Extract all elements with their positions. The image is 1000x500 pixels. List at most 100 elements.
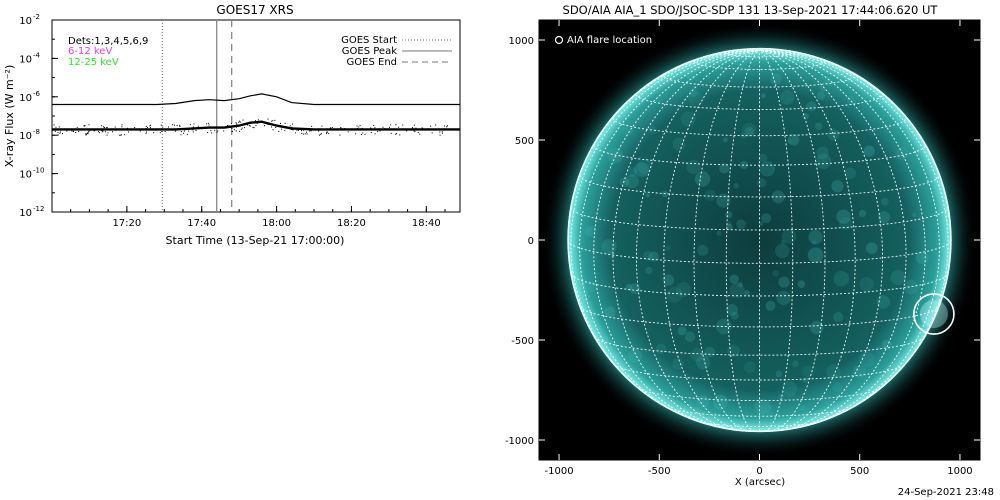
- goes-xlabel: Start Time (13-Sep-21 17:00:00): [166, 234, 345, 247]
- flare-glow: [919, 299, 948, 329]
- solar-texture-blob: [815, 153, 832, 170]
- goes-noise-point: [399, 134, 401, 136]
- goes-noise-point: [211, 132, 213, 134]
- goes-noise-point: [253, 127, 255, 129]
- goes-noise-point: [175, 130, 177, 132]
- solar-texture-blob: [624, 174, 639, 189]
- goes-noise-point: [374, 127, 376, 129]
- solar-texture-blob: [648, 126, 658, 135]
- goes-noise-point: [134, 127, 136, 129]
- goes-noise-point: [88, 131, 90, 133]
- solar-texture-blob: [725, 211, 733, 219]
- goes-noise-point: [402, 124, 404, 126]
- goes-noise-point: [435, 124, 437, 126]
- solar-texture-blob: [760, 93, 766, 99]
- solar-texture-blob: [858, 209, 867, 218]
- goes-noise-point: [127, 127, 129, 129]
- aia-image-chart: SDO/AIA AIA_1 SDO/JSOC-SDP 131 13-Sep-20…: [505, 3, 981, 488]
- solar-texture-blob: [680, 111, 696, 127]
- solar-texture-blob: [759, 161, 775, 177]
- goes-noise-point: [145, 131, 147, 133]
- goes-ytick-exponent: -2: [33, 13, 40, 21]
- goes-noise-point: [94, 129, 96, 131]
- goes-noise-point: [192, 131, 194, 133]
- goes-ytick-label: 10: [19, 208, 32, 219]
- goes-noise-point: [240, 128, 242, 130]
- solar-texture-blob: [903, 279, 919, 295]
- solar-texture-blob: [876, 295, 891, 309]
- goes-noise-point: [180, 131, 182, 133]
- goes-noise-point: [63, 128, 65, 130]
- solar-texture-blob: [761, 213, 772, 224]
- goes-noise-point: [382, 126, 384, 128]
- goes-ytick-exponent: -6: [33, 90, 41, 98]
- solar-disk: [568, 48, 951, 432]
- heliographic-grid-line: [612, 117, 907, 137]
- goes-noise-point: [166, 129, 168, 131]
- solar-texture-blob: [627, 166, 638, 177]
- heliographic-grid-line: [613, 363, 906, 381]
- solar-texture-blob: [672, 358, 684, 370]
- solar-limb: [567, 47, 952, 433]
- aia-xtick-label: 500: [850, 466, 869, 477]
- goes-noise-point: [61, 133, 63, 135]
- aia-solar-image: [541, 21, 978, 459]
- goes-noise-point: [444, 125, 446, 127]
- aia-ytick-label: 1000: [509, 36, 534, 47]
- goes-noise-point: [412, 127, 414, 129]
- heliographic-grid-line: [635, 49, 760, 431]
- goes-noise-point: [239, 130, 241, 132]
- goes-noise-point: [330, 127, 332, 129]
- goes-noise-point: [121, 124, 123, 126]
- goes-ytick-exponent: -4: [33, 51, 41, 59]
- solar-texture-blob: [694, 171, 711, 187]
- solar-texture-blob: [729, 282, 745, 299]
- goes-noise-point: [236, 123, 238, 125]
- goes-noise-point: [121, 126, 123, 128]
- goes-noise-point: [159, 132, 161, 134]
- solar-texture-blob: [736, 57, 748, 68]
- goes-noise-point: [439, 134, 441, 136]
- goes-ytick-exponent: -10: [33, 167, 44, 175]
- goes-noise-point: [89, 129, 91, 131]
- goes-noise-point: [84, 125, 86, 127]
- goes-noise-point: [379, 130, 381, 132]
- solar-texture-blob: [781, 228, 797, 245]
- solar-texture-blob: [831, 381, 843, 393]
- goes-noise-point: [58, 126, 60, 128]
- solar-texture-blob: [772, 269, 780, 277]
- solar-texture-blob: [821, 400, 834, 413]
- goes-noise-point: [186, 133, 188, 135]
- goes-noise-point: [223, 130, 225, 132]
- goes-flux-series: [52, 93, 460, 136]
- goes-noise-point: [272, 129, 274, 131]
- solar-texture-blob: [729, 274, 739, 284]
- solar-texture-blob: [688, 88, 698, 97]
- goes-noise-point: [356, 125, 358, 127]
- goes-noise-point: [291, 126, 293, 128]
- solar-texture-blob: [739, 160, 749, 170]
- goes-noise-point: [206, 123, 208, 125]
- goes-noise-point: [362, 132, 364, 134]
- goes-ytick-label: 10: [19, 54, 32, 65]
- goes-noise-point: [396, 133, 398, 135]
- goes-plot-frame: [51, 19, 461, 213]
- goes-noise-point: [361, 127, 363, 129]
- goes-noise-point: [344, 127, 346, 129]
- goes-band-high-label: 12-25 keV: [68, 57, 119, 68]
- goes-noise-point: [339, 134, 341, 136]
- goes-noise-point: [252, 121, 254, 123]
- goes-noise-point: [78, 130, 80, 132]
- goes-noise-point: [112, 131, 114, 133]
- goes-noise-point: [238, 121, 240, 123]
- goes-noise-point: [164, 128, 166, 130]
- goes-noise-point: [389, 126, 391, 128]
- goes-noise-point: [398, 126, 400, 128]
- goes-noise-point: [267, 122, 269, 124]
- solar-texture-blob: [697, 244, 709, 256]
- goes-noise-point: [239, 125, 241, 127]
- goes-noise-point: [271, 120, 273, 122]
- goes-noise-point: [75, 132, 77, 134]
- goes-noise-point: [328, 132, 330, 134]
- heliographic-grid-line: [759, 49, 856, 432]
